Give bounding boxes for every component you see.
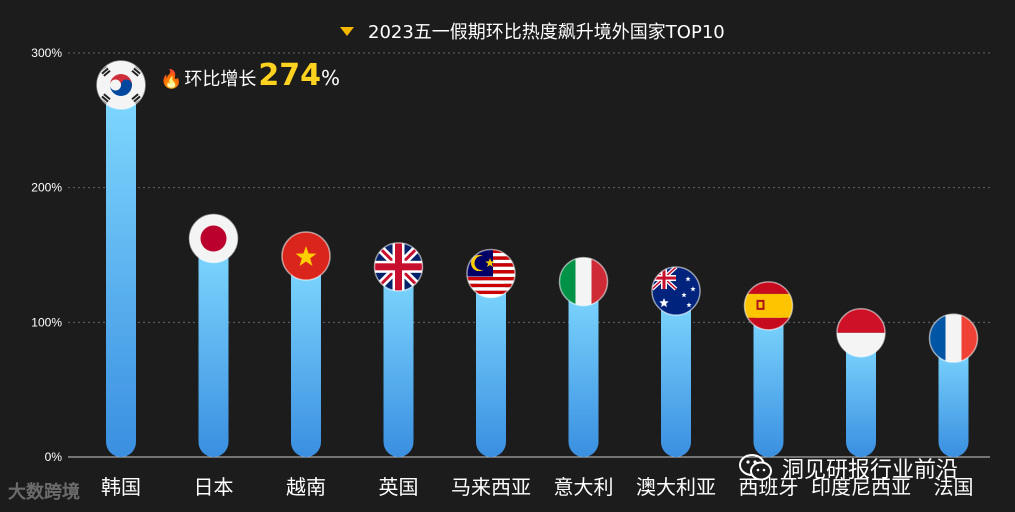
watermark-logo: 大数跨境 <box>8 478 80 504</box>
x-tick-label: 法国 <box>934 475 974 499</box>
vietnam-flag-icon <box>281 231 331 281</box>
annotation-prefix: 环比增长 <box>184 69 257 90</box>
bars <box>106 88 969 457</box>
spain-flag-icon <box>743 281 794 331</box>
growth-annotation: 🔥 环比增长 274 % <box>160 58 340 93</box>
chart-title-text: 2023五一假期环比热度飙升境外国家TOP10 <box>368 22 725 43</box>
indonesia-flag-icon <box>836 308 886 358</box>
annotation-suffix: % <box>321 66 341 90</box>
x-axis-labels: 韩国 日本 越南 英国 马来西亚 意大利 澳大利亚 西班牙 印度尼西亚 法国 <box>101 475 974 499</box>
x-tick-label: 英国 <box>379 475 419 499</box>
x-tick-label: 印度尼西亚 <box>811 475 911 499</box>
italy-flag-icon <box>558 256 609 307</box>
bar <box>106 88 136 457</box>
y-axis-ticks: 0% 100% 200% 300% <box>31 46 62 464</box>
x-tick-label: 韩国 <box>101 475 141 499</box>
y-tick-label: 0% <box>45 450 63 464</box>
triangle-down-icon <box>340 26 354 36</box>
annotation-value: 274 <box>258 58 322 93</box>
x-tick-label: 意大利 <box>554 475 614 499</box>
y-tick-label: 200% <box>31 181 62 195</box>
x-tick-label: 日本 <box>194 475 234 499</box>
bar <box>938 341 969 457</box>
fire-icon: 🔥 <box>160 69 183 90</box>
y-tick-label: 300% <box>31 46 62 60</box>
bar <box>476 276 506 457</box>
wechat-icon <box>738 452 774 484</box>
bar <box>753 308 784 457</box>
malaysia-flag-icon <box>466 248 516 299</box>
bar <box>846 335 876 457</box>
watermark-right-text: 洞见研报行业前沿 <box>782 458 959 483</box>
france-flag-icon <box>928 313 979 363</box>
watermark-wechat: 洞见研报行业前沿 <box>738 452 958 484</box>
x-tick-label: 澳大利亚 <box>636 475 716 499</box>
chart-title: 2023五一假期环比热度飙升境外国家TOP10 <box>340 18 725 44</box>
bar <box>291 259 321 457</box>
australia-flag-icon <box>651 266 701 316</box>
x-tick-label: 西班牙 <box>739 475 799 499</box>
bar <box>568 284 599 457</box>
flags <box>96 60 979 363</box>
x-tick-label: 越南 <box>286 475 326 499</box>
korea-flag-icon <box>96 60 146 110</box>
japan-flag-icon <box>188 213 239 264</box>
y-tick-label: 100% <box>31 315 62 329</box>
watermark-left-text: 大数跨境 <box>8 482 80 503</box>
grid-lines <box>68 52 990 458</box>
x-tick-label: 马来西亚 <box>451 475 531 499</box>
uk-flag-icon <box>373 242 424 292</box>
bar <box>383 269 414 457</box>
bar <box>661 294 691 457</box>
bar <box>198 241 229 457</box>
